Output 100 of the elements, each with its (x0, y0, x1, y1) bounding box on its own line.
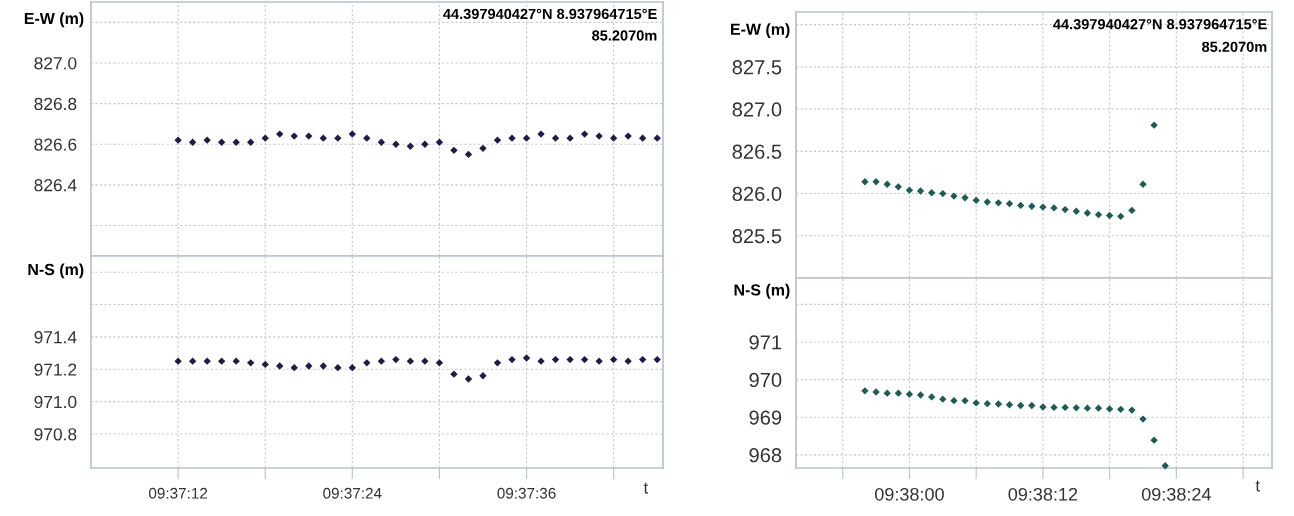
point (508, 355, 516, 364)
y-tick-label: 826.5 (732, 144, 782, 159)
point (1117, 405, 1125, 413)
x-tick-label: 09:37:24 (323, 487, 382, 499)
point (377, 357, 386, 365)
point (1028, 401, 1036, 410)
point (1016, 401, 1025, 410)
point (305, 132, 313, 140)
point (1117, 212, 1125, 221)
point (1072, 207, 1080, 215)
y-axis-title: N-S (m) (28, 263, 84, 279)
point (276, 130, 284, 138)
point (319, 362, 327, 370)
point (377, 138, 386, 146)
point (916, 391, 925, 399)
point (1094, 210, 1103, 219)
y-tick-label: 826.8 (34, 97, 77, 111)
point (580, 130, 589, 138)
point (261, 360, 269, 369)
x-tick-label: 09:38:00 (874, 487, 944, 501)
point (950, 396, 958, 405)
point (406, 357, 415, 365)
point (905, 186, 914, 194)
x-axis-title: t (643, 482, 649, 494)
point (639, 355, 647, 364)
point (905, 390, 914, 398)
y-tick-label: 969 (749, 410, 782, 425)
point (464, 150, 473, 159)
point (1128, 206, 1136, 215)
point (916, 187, 925, 195)
x-tick-label: 09:38:24 (1141, 487, 1211, 501)
point (872, 178, 880, 186)
point (1083, 404, 1092, 412)
y-tick-label: 827.5 (732, 60, 782, 75)
y-tick-label: 827.0 (732, 102, 782, 117)
point (609, 134, 618, 142)
point (983, 399, 991, 408)
y-axis-title: E-W (m) (24, 12, 84, 28)
point (894, 183, 903, 191)
point (624, 357, 632, 365)
point (217, 138, 226, 146)
point (247, 138, 255, 146)
point (653, 134, 661, 142)
point (217, 357, 226, 365)
point (203, 357, 211, 365)
point (261, 134, 269, 142)
point (894, 389, 903, 397)
point (493, 136, 502, 144)
point (883, 180, 891, 188)
point (1072, 404, 1080, 412)
point (435, 138, 444, 146)
point (421, 140, 429, 148)
point (653, 355, 661, 364)
y-axis-title: N-S (m) (734, 283, 790, 299)
point (928, 189, 936, 197)
point (1050, 403, 1058, 412)
point (1094, 404, 1103, 412)
annotation: 44.397940427°N 8.937964715°E (443, 8, 657, 20)
point (522, 354, 531, 362)
point (1105, 405, 1114, 413)
y-tick-label: 971.2 (34, 363, 77, 376)
y-tick-label: 825.5 (732, 229, 782, 244)
point (522, 134, 531, 142)
point (435, 359, 444, 367)
point (450, 146, 458, 155)
y-axis-title: E-W (m) (731, 23, 790, 39)
point (464, 375, 473, 383)
point (479, 144, 487, 152)
annotation: 85.2070m (1202, 41, 1267, 52)
point (1105, 211, 1114, 220)
y-tick-label: 970 (749, 372, 782, 388)
point (1005, 200, 1014, 208)
point (290, 132, 298, 140)
x-tick-label: 09:37:12 (148, 487, 208, 499)
point (232, 138, 240, 146)
point (1083, 209, 1092, 217)
point (247, 359, 255, 367)
point (994, 199, 1003, 207)
y-tick-label: 827.0 (34, 57, 77, 70)
point (290, 363, 298, 372)
point (639, 134, 647, 142)
point (961, 396, 969, 405)
point (580, 355, 589, 364)
point (1005, 401, 1014, 409)
point (994, 400, 1003, 408)
point (319, 134, 327, 142)
point (232, 357, 240, 365)
point (392, 140, 400, 148)
point (188, 357, 197, 365)
point (1028, 202, 1036, 210)
point (566, 355, 574, 364)
point (1061, 403, 1069, 412)
y-tick-label: 826.0 (732, 186, 782, 202)
x-tick-label: 09:37:36 (497, 487, 556, 499)
point (1016, 201, 1025, 210)
y-tick-label: 971.4 (34, 331, 77, 344)
x-axis-title: t (1255, 480, 1260, 492)
y-tick-label: 971.0 (34, 395, 77, 409)
point (883, 389, 891, 397)
point (1061, 205, 1069, 214)
